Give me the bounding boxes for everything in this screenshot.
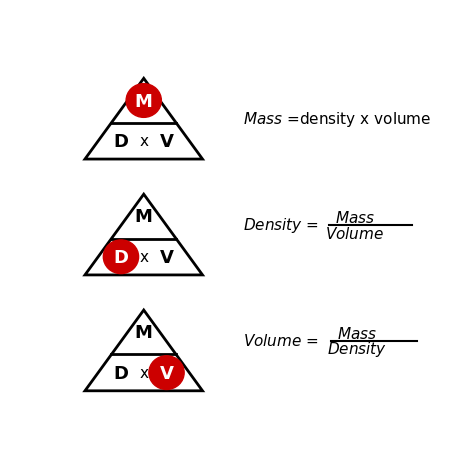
Text: $\mathit{Density}$: $\mathit{Density}$ <box>327 339 387 359</box>
Text: $\mathit{Volume}$: $\mathit{Volume}$ <box>325 225 384 241</box>
Text: D: D <box>113 364 128 382</box>
Text: $\mathit{Mass}$ =density x volume: $\mathit{Mass}$ =density x volume <box>243 110 431 129</box>
Circle shape <box>126 85 161 118</box>
Text: $\mathit{Volume}$ =: $\mathit{Volume}$ = <box>243 332 320 348</box>
Circle shape <box>149 356 184 389</box>
Text: M: M <box>135 208 153 226</box>
Text: D: D <box>113 132 128 151</box>
Text: V: V <box>160 364 173 382</box>
Text: $\mathit{Mass}$: $\mathit{Mass}$ <box>335 210 375 226</box>
Text: x: x <box>139 250 148 265</box>
Text: x: x <box>139 134 148 149</box>
Text: M: M <box>135 324 153 342</box>
Text: V: V <box>160 248 173 266</box>
Text: M: M <box>135 92 153 110</box>
Text: x: x <box>139 365 148 380</box>
Circle shape <box>103 240 138 274</box>
Text: D: D <box>113 248 128 266</box>
Text: V: V <box>160 132 173 151</box>
Text: $\mathit{Density}$ =: $\mathit{Density}$ = <box>243 215 320 234</box>
Text: $\mathit{Mass}$: $\mathit{Mass}$ <box>337 325 377 341</box>
